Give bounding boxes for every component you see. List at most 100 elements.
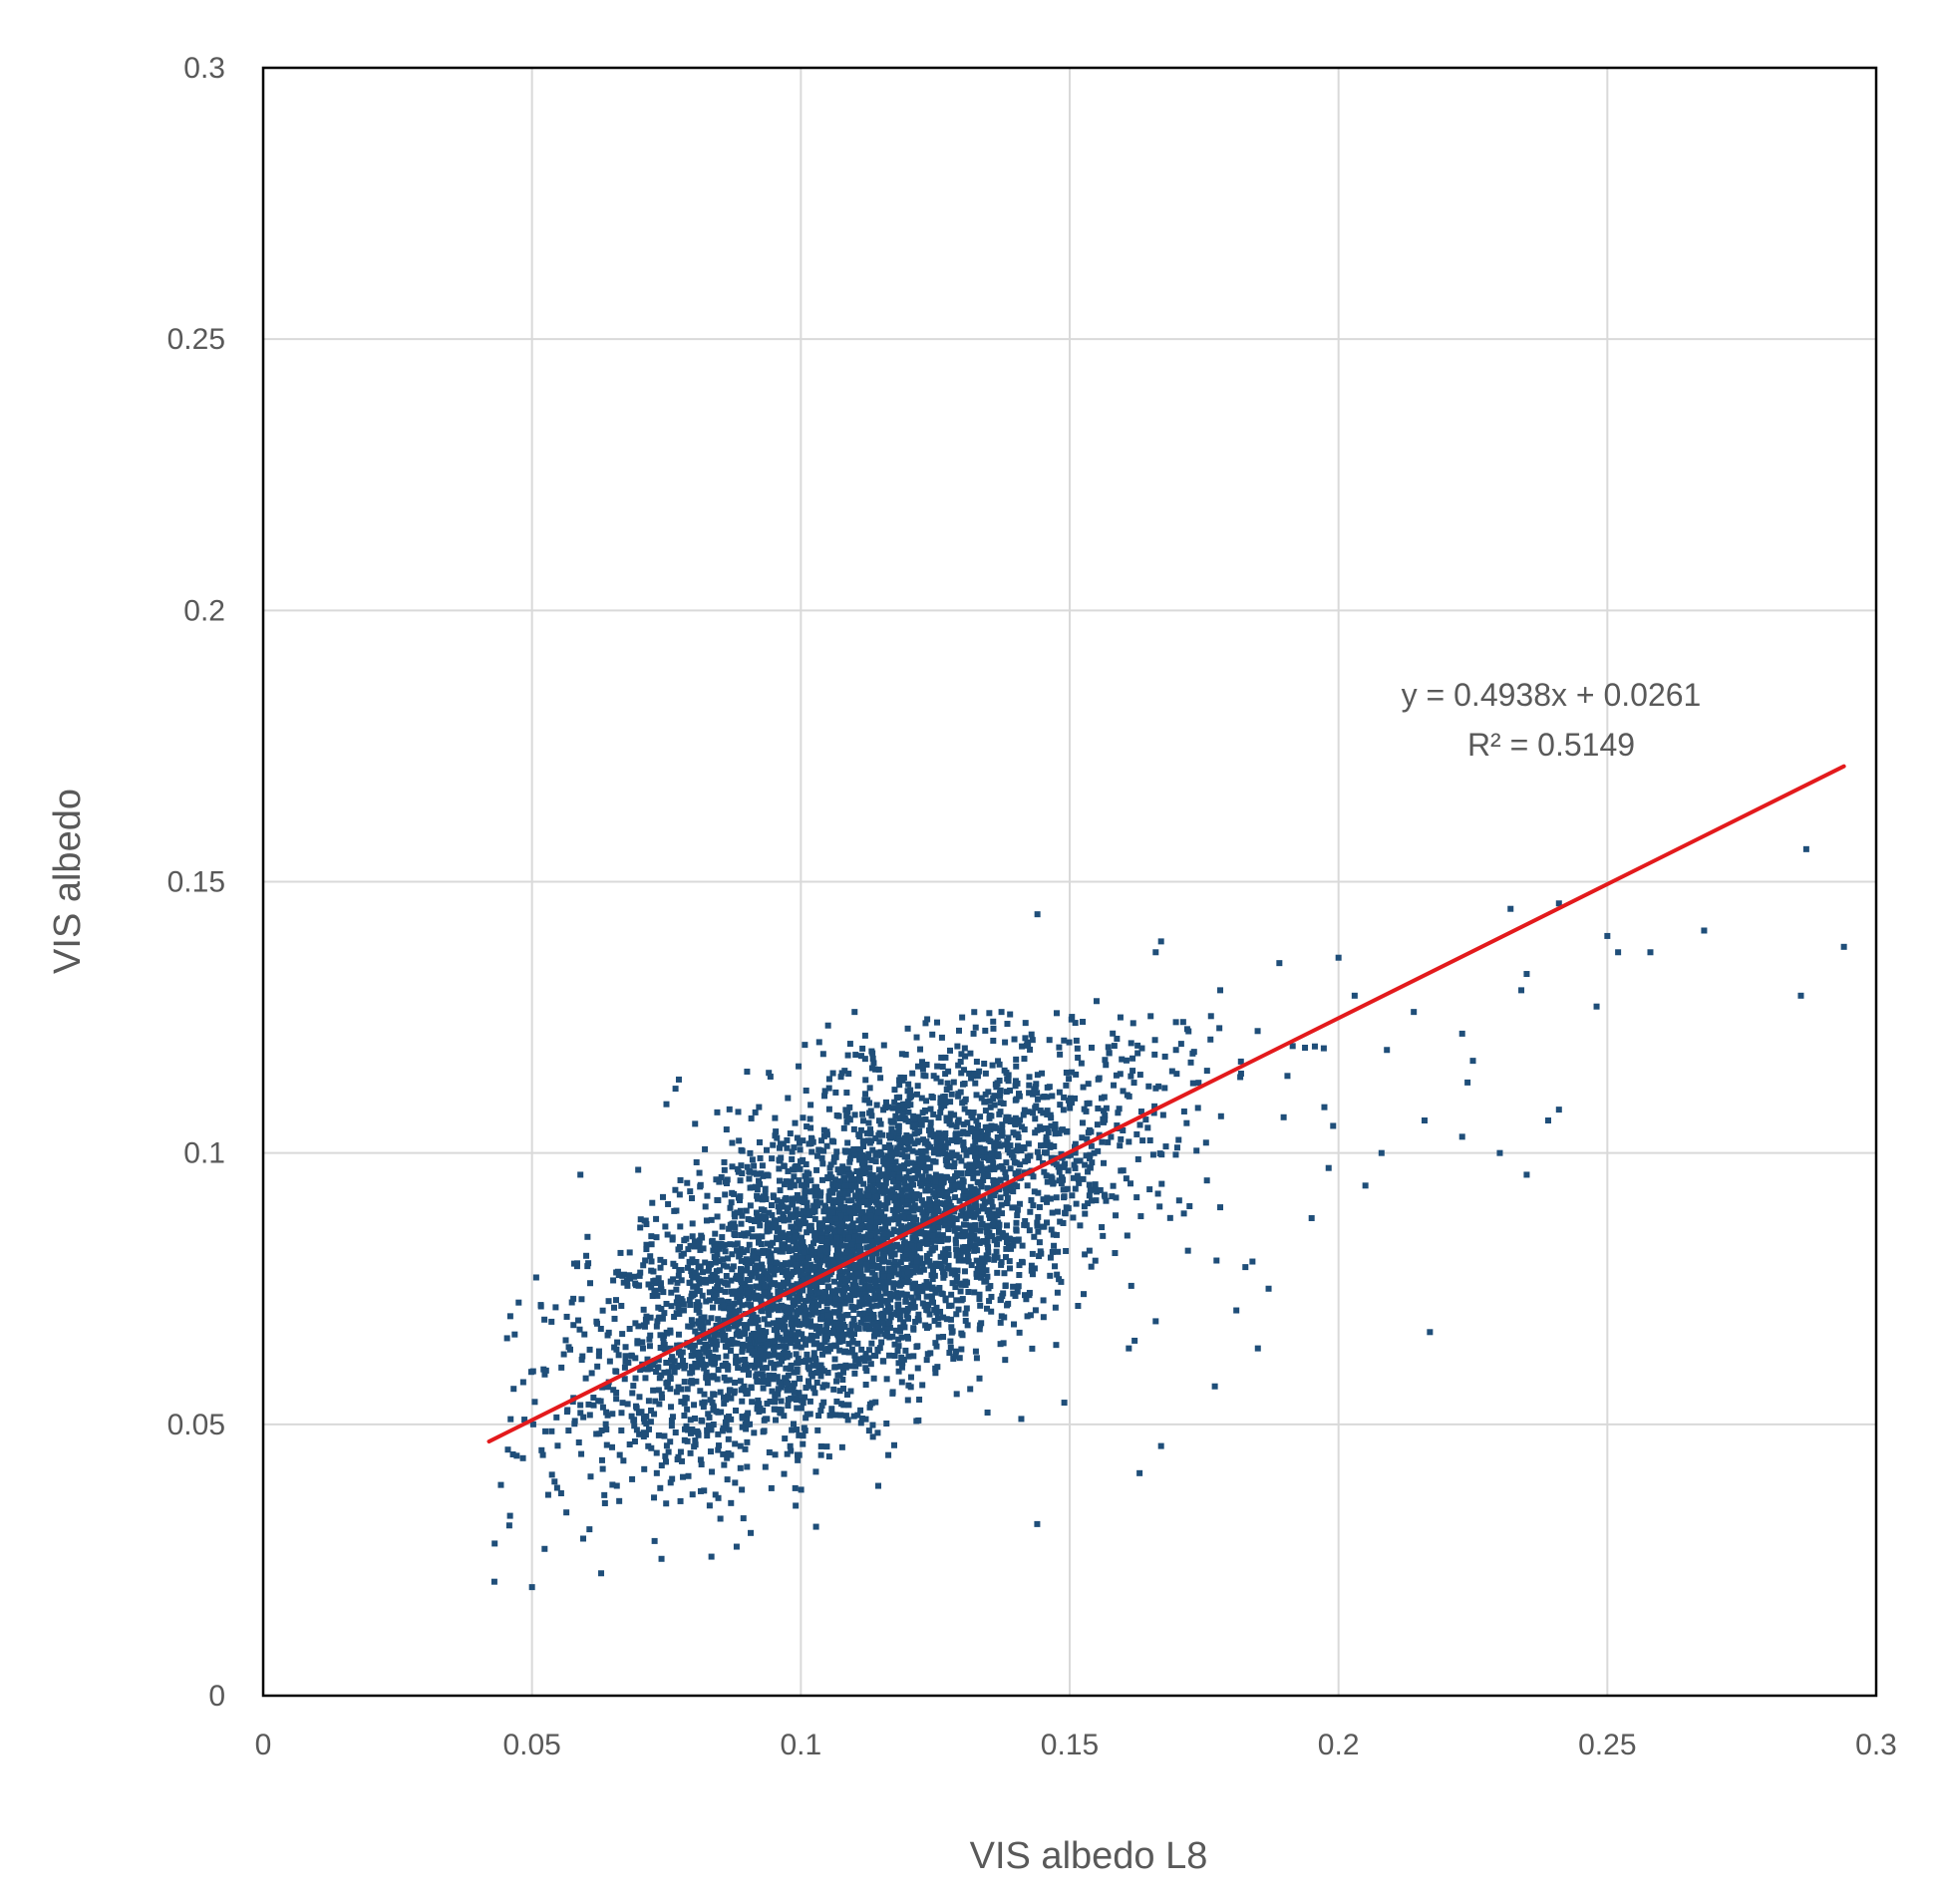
data-point: [905, 1081, 912, 1088]
data-point: [870, 1375, 877, 1382]
data-point: [747, 1202, 754, 1209]
data-point: [714, 1213, 721, 1220]
data-point: [962, 1096, 969, 1103]
data-point: [777, 1187, 784, 1194]
data-point: [893, 1200, 900, 1207]
data-point: [991, 1213, 998, 1220]
data-point-outlier: [1523, 1171, 1530, 1178]
data-point: [844, 1190, 851, 1197]
data-point: [770, 1372, 777, 1379]
data-point: [776, 1165, 783, 1172]
data-point: [721, 1158, 728, 1165]
data-point: [798, 1272, 805, 1279]
data-point-outlier: [1276, 960, 1283, 967]
data-point: [887, 1117, 894, 1124]
data-point: [817, 1267, 824, 1274]
data-point: [927, 1131, 934, 1138]
data-point: [563, 1313, 570, 1320]
data-point: [811, 1323, 818, 1330]
data-point: [993, 1141, 1000, 1148]
data-point: [1085, 1129, 1092, 1136]
data-point: [1048, 1154, 1055, 1161]
data-point: [1146, 1186, 1153, 1193]
data-point: [895, 1122, 902, 1129]
data-point: [590, 1395, 597, 1402]
data-point: [510, 1386, 517, 1393]
data-point: [677, 1176, 684, 1183]
data-point: [880, 1257, 887, 1264]
data-point: [959, 1244, 966, 1251]
data-point: [781, 1413, 788, 1420]
data-point: [888, 1253, 895, 1260]
data-point: [766, 1209, 773, 1216]
data-point-outlier: [1647, 949, 1654, 956]
data-point: [659, 1193, 666, 1200]
data-point: [910, 1112, 917, 1119]
data-point: [1096, 1075, 1103, 1082]
x-tick-label: 0: [255, 1729, 272, 1761]
data-point: [973, 1059, 980, 1066]
data-point: [1237, 1074, 1244, 1081]
data-point-outlier: [1362, 1182, 1369, 1189]
data-point: [1086, 1192, 1093, 1199]
data-point: [846, 1265, 853, 1272]
data-point: [793, 1213, 800, 1220]
data-point: [1078, 1060, 1085, 1067]
data-point: [748, 1302, 755, 1309]
data-point: [734, 1293, 741, 1300]
data-point: [887, 1305, 894, 1312]
data-point: [980, 1154, 987, 1161]
data-point: [815, 1413, 822, 1420]
data-point: [798, 1486, 805, 1493]
data-point: [833, 1378, 840, 1385]
data-point: [540, 1366, 547, 1373]
data-point: [832, 1215, 839, 1222]
y-tick-label: 0.15: [167, 866, 225, 899]
data-point: [750, 1289, 757, 1296]
data-point: [726, 1314, 733, 1321]
data-point: [837, 1296, 844, 1303]
data-point: [548, 1318, 555, 1325]
data-point: [886, 1290, 893, 1297]
data-point: [937, 1253, 944, 1260]
data-point: [938, 1139, 945, 1146]
data-point: [674, 1342, 681, 1349]
data-point: [704, 1427, 711, 1433]
data-point: [654, 1318, 661, 1325]
data-point: [908, 1294, 915, 1301]
data-point: [659, 1395, 666, 1402]
data-point: [1003, 1238, 1010, 1245]
data-point: [796, 1225, 803, 1232]
data-point: [949, 1280, 956, 1287]
data-point: [895, 1108, 902, 1114]
data-point: [544, 1491, 551, 1498]
data-point: [867, 1108, 874, 1114]
data-point: [817, 1252, 824, 1259]
data-point: [964, 1210, 971, 1217]
data-point: [996, 1235, 1003, 1242]
data-point: [708, 1427, 715, 1433]
data-point: [1194, 1105, 1201, 1111]
data-point: [991, 1192, 998, 1199]
data-point: [1028, 1267, 1035, 1274]
data-point: [762, 1416, 769, 1423]
data-point: [700, 1269, 707, 1276]
data-point: [764, 1365, 771, 1372]
data-point: [844, 1052, 851, 1059]
data-point: [674, 1279, 681, 1286]
data-point: [1055, 1248, 1062, 1255]
data-point: [811, 1234, 818, 1241]
data-point: [1062, 1209, 1069, 1216]
data-point: [848, 1286, 855, 1293]
data-point: [906, 1222, 913, 1229]
data-point: [831, 1278, 838, 1285]
data-point: [982, 1070, 989, 1077]
data-point: [935, 1208, 942, 1215]
data-point: [724, 1299, 731, 1306]
data-point: [855, 1199, 862, 1206]
data-point: [731, 1241, 738, 1248]
data-point: [796, 1257, 803, 1264]
data-point: [811, 1215, 818, 1222]
data-point: [874, 1331, 881, 1338]
data-point: [953, 1311, 960, 1318]
